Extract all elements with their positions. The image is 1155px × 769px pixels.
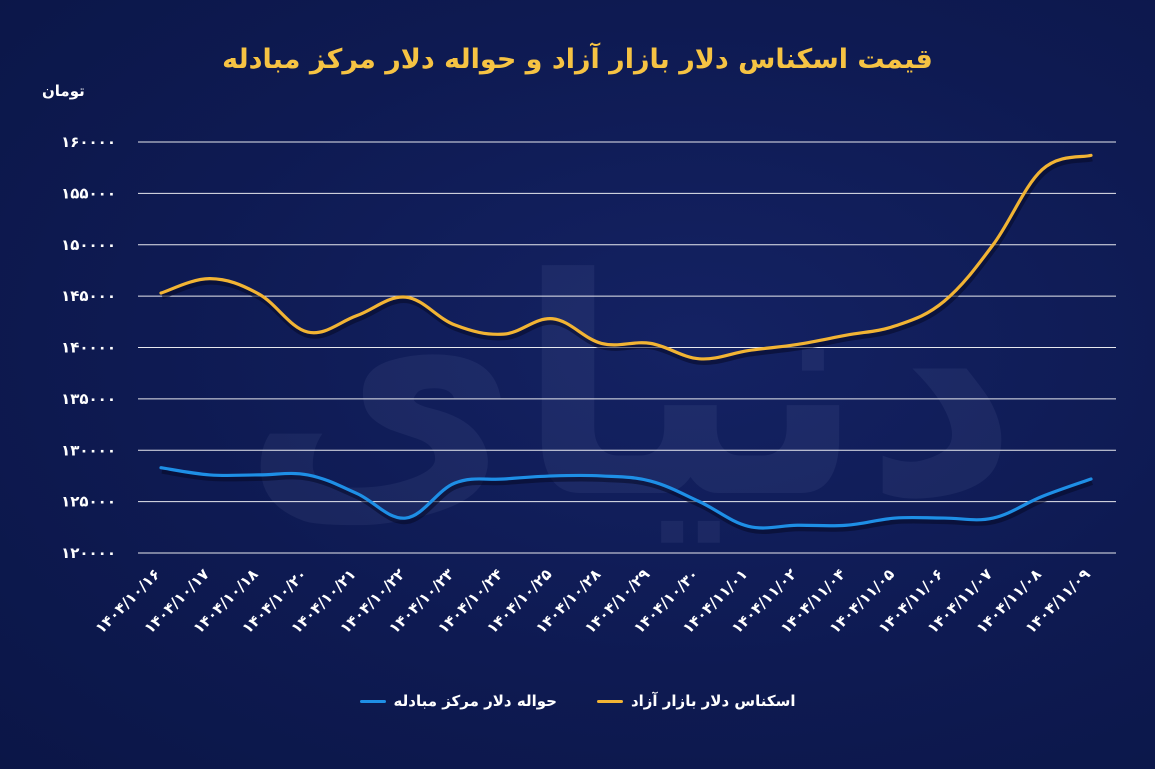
- legend: اسکناس دلار بازار آزاد حواله دلار مرکز م…: [0, 692, 1155, 710]
- y-axis-unit-label: تومان: [42, 82, 85, 100]
- series-line-exchange-center: [159, 466, 1093, 530]
- y-tick-label-145000: ۱۴۵۰۰۰: [61, 287, 116, 305]
- y-tick-label-135000: ۱۳۵۰۰۰: [61, 390, 116, 408]
- y-tick-label-130000: ۱۳۰۰۰۰: [61, 441, 116, 459]
- legend-item-free-market: اسکناس دلار بازار آزاد: [596, 692, 796, 710]
- series-line-free-market-shadow: [161, 155, 1093, 365]
- y-tick-label-120000: ۱۲۰۰۰۰: [61, 544, 116, 562]
- chart-title: قیمت اسکناس دلار بازار آزاد و حواله دلار…: [222, 44, 933, 75]
- legend-swatch-free-market: [596, 699, 623, 703]
- legend-label-free-market: اسکناس دلار بازار آزاد: [630, 692, 796, 710]
- y-tick-label-160000: ۱۶۰۰۰۰: [61, 133, 116, 151]
- legend-item-exchange-center: حواله دلار مرکز مبادله: [359, 692, 557, 710]
- series-line-free-market: [159, 153, 1093, 361]
- y-tick-label-125000: ۱۲۵۰۰۰: [61, 493, 116, 511]
- legend-swatch-exchange-center: [359, 699, 386, 703]
- y-tick-label-155000: ۱۵۵۰۰۰: [61, 184, 116, 202]
- y-tick-label-150000: ۱۵۰۰۰۰: [61, 236, 116, 254]
- y-tick-label-140000: ۱۴۰۰۰۰: [61, 339, 116, 357]
- series-line-exchange-center-shadow: [161, 467, 1094, 534]
- legend-label-exchange-center: حواله دلار مرکز مبادله: [393, 692, 557, 710]
